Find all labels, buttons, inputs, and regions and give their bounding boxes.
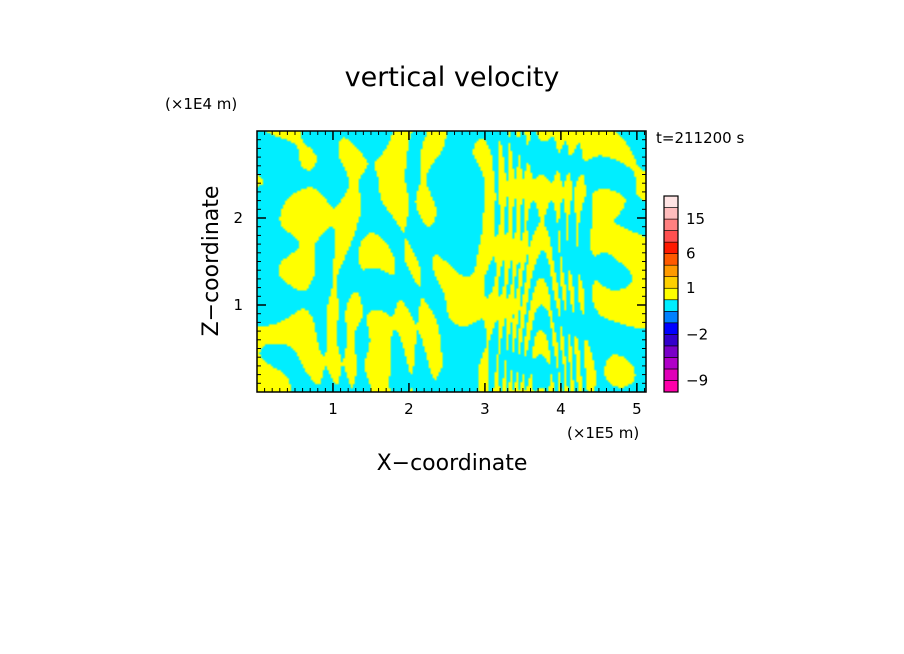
colorbar-label: 1 xyxy=(686,279,696,297)
x-axis: 1 2 3 4 5 xyxy=(328,131,642,418)
colorbar-frame xyxy=(663,195,679,393)
colorbar: −9 −2 1 6 15 xyxy=(663,195,708,393)
x-tick-label: 1 xyxy=(328,400,338,418)
colorbar-segment xyxy=(663,276,679,289)
x-tick-label: 5 xyxy=(632,400,642,418)
colorbar-segment xyxy=(663,345,679,358)
chart-title: vertical velocity xyxy=(345,62,560,93)
colorbar-segment xyxy=(663,230,679,243)
colorbar-segment xyxy=(663,195,679,208)
y-tick-label: 1 xyxy=(233,296,243,314)
x-tick-label: 2 xyxy=(404,400,414,418)
colorbar-segment xyxy=(663,299,679,312)
time-label: t=211200 s xyxy=(656,129,744,147)
y-tick-label: 2 xyxy=(233,209,243,227)
colorbar-segment xyxy=(663,253,679,266)
x-axis-label: X−coordinate xyxy=(377,451,528,476)
colorbar-segment xyxy=(663,241,679,254)
colorbar-label: −9 xyxy=(686,371,708,389)
plot-area xyxy=(256,130,647,393)
colorbar-label: 15 xyxy=(686,210,705,228)
colorbar-segment xyxy=(663,264,679,278)
colorbar-segment xyxy=(663,380,679,393)
colorbar-segment xyxy=(663,287,679,301)
y-axis-label: Z−coordinate xyxy=(199,186,224,337)
colorbar-segment xyxy=(663,207,679,220)
colorbar-segment xyxy=(663,310,679,324)
colorbar-label: −2 xyxy=(686,325,708,343)
colorbar-label: 6 xyxy=(686,245,696,263)
y-axis: 12 xyxy=(233,209,646,314)
velocity-field xyxy=(257,131,646,392)
x-tick-label: 3 xyxy=(480,400,490,418)
colorbar-segment xyxy=(663,334,679,347)
colorbar-segment xyxy=(663,322,679,335)
colorbar-segment xyxy=(663,368,679,381)
x-tick-label: 4 xyxy=(556,400,566,418)
y-scale-label: (×1E4 m) xyxy=(165,95,237,113)
colorbar-segment xyxy=(663,218,679,231)
x-scale-label: (×1E5 m) xyxy=(567,424,639,442)
colorbar-segment xyxy=(663,357,679,370)
